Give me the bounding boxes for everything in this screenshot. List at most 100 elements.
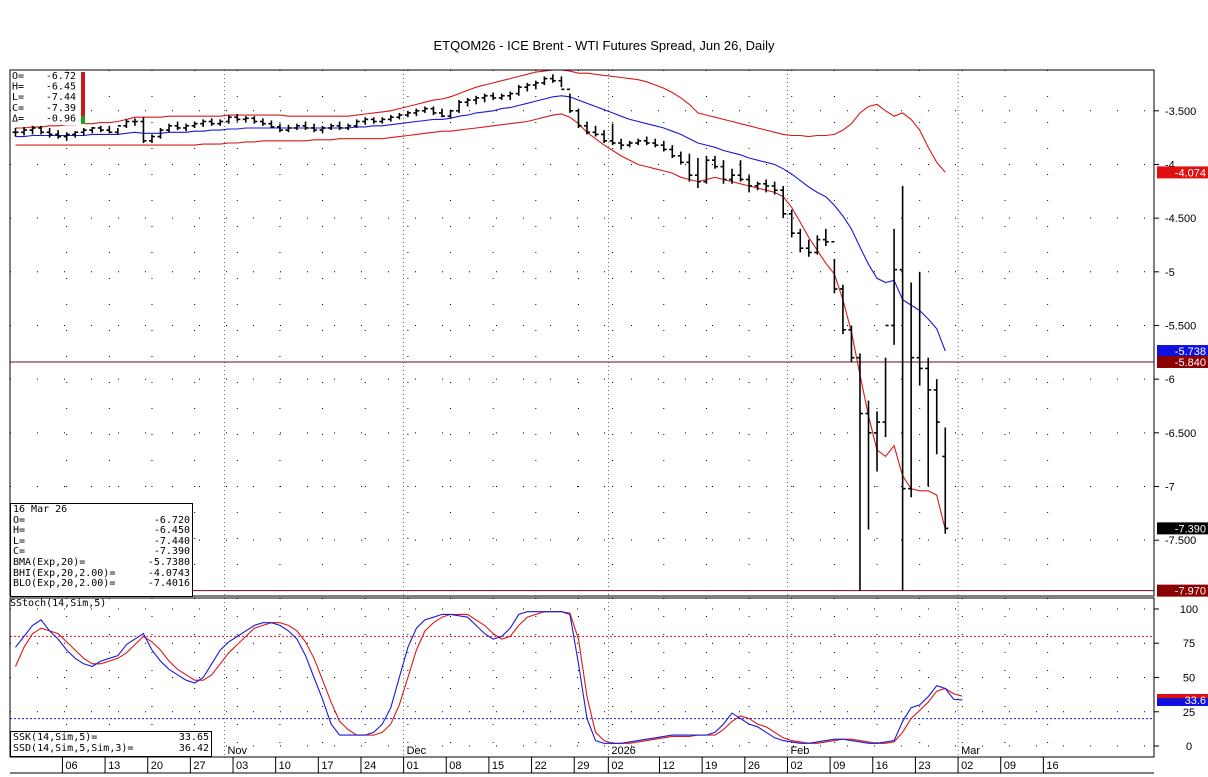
- date-tick-label: 16: [876, 760, 888, 772]
- ohlc-bar: [746, 175, 753, 193]
- ohlc-bar: [302, 121, 309, 131]
- ohlc-bar: [874, 411, 881, 472]
- ohlc-bar: [191, 121, 198, 128]
- date-tick-label: 02: [611, 760, 623, 772]
- ohlc-bar: [259, 118, 266, 126]
- ohlc-bar: [839, 284, 846, 335]
- ohlc-bar: [549, 74, 556, 83]
- stoch-title: SStoch(14,Sim,5): [10, 598, 107, 609]
- price-tick-label: -6: [1165, 374, 1175, 386]
- date-tick-label: 20: [151, 760, 163, 772]
- ohlc-bar: [276, 123, 283, 133]
- price-tick-label: -3.500: [1165, 106, 1196, 118]
- ohlc-bar: [925, 357, 932, 487]
- ohlc-bar: [660, 140, 667, 152]
- ohlc-bar: [285, 124, 292, 133]
- stoch-legend-label: SSD(14,Sim,5,Sim,3)=: [13, 742, 134, 754]
- data-window-date: 16 Mar 26: [13, 504, 68, 515]
- ohlc-bar: [609, 123, 616, 146]
- ohlc-bar: [592, 125, 599, 137]
- price-markers: -4.074 -5.738-5.840 -7.390 -7.970 33.6: [1157, 166, 1208, 707]
- ohlc-bar: [353, 119, 360, 128]
- stoch-marker-label: 33.6: [1185, 695, 1206, 707]
- data-window-value: -7.440: [153, 535, 190, 547]
- ohlc-bar: [532, 80, 539, 90]
- date-tick-label: 02: [961, 760, 973, 772]
- ohlc-summary-label: H=: [12, 82, 24, 93]
- ohlc-bar: [464, 97, 471, 107]
- date-tick-label: 15: [492, 760, 504, 772]
- data-window-row: O= -6.720: [13, 514, 190, 527]
- data-window-value: -5.7380: [147, 556, 190, 568]
- data-window-label: O=: [13, 514, 26, 526]
- ohlc-bar: [933, 379, 940, 455]
- ohlc-bar: [319, 125, 326, 134]
- data-window-value: -7.4016: [147, 578, 190, 590]
- ohlc-bar: [669, 145, 676, 159]
- ohlc-bar: [217, 119, 224, 126]
- ohlc-bar: [311, 123, 318, 133]
- date-tick-label: 01: [407, 760, 419, 772]
- ohlc-bar: [114, 125, 121, 135]
- data-window-value: -4.0743: [147, 567, 190, 579]
- price-marker-box: [1157, 584, 1208, 597]
- ohlc-bar: [404, 110, 411, 118]
- ohlc-bar: [908, 282, 915, 498]
- ohlc-bar: [140, 117, 147, 143]
- price-axis: -3.500 -4 -4.500 -5 -5.500 -6 -6.500 -7 -7.500: [1154, 106, 1196, 547]
- ohlc-summary-value: -7.44: [46, 92, 76, 103]
- month-label: Dec: [407, 745, 427, 757]
- level-lines-layer: [10, 361, 1154, 592]
- date-tick-label: 23: [918, 760, 930, 772]
- ohlc-bar: [524, 82, 531, 92]
- date-tick-label: 22: [535, 760, 547, 772]
- ohlc-bar: [242, 116, 249, 123]
- ohlc-summary-bar: [81, 72, 85, 124]
- ohlc-bar: [780, 185, 787, 219]
- price-marker-label: -5.738: [1175, 346, 1206, 358]
- date-tick-label: 06: [65, 760, 77, 772]
- date-tick-label: 03: [236, 760, 248, 772]
- ohlc-bar: [797, 228, 804, 253]
- month-label: 2026: [611, 745, 635, 757]
- ohlc-bar: [694, 158, 701, 189]
- ohlc-bar: [584, 121, 591, 135]
- price-bars-layer: [12, 74, 949, 591]
- ohlc-bar: [208, 118, 215, 126]
- stoch-tick-label: 25: [1183, 707, 1195, 719]
- ohlc-bar: [148, 134, 155, 143]
- ohlc-bar: [507, 91, 514, 101]
- price-tick-label: -7.500: [1165, 535, 1196, 547]
- ohlc-bar: [575, 108, 582, 128]
- ohlc-bar: [711, 155, 718, 169]
- price-tick-label: -5: [1165, 267, 1175, 279]
- price-marker-box: [1157, 345, 1208, 358]
- ohlc-bar: [566, 88, 573, 113]
- bollinger-lower-line: [15, 113, 946, 530]
- ohlc-bar: [942, 427, 949, 534]
- ohlc-summary-value: -6.45: [46, 82, 76, 93]
- ohlc-bar: [643, 136, 650, 146]
- stoch-axis: 100 75 50 25 0: [1154, 604, 1198, 753]
- ohlc-bar: [123, 119, 130, 128]
- ohlc-bar: [456, 100, 463, 113]
- ohlc-bar: [865, 400, 872, 530]
- ohlc-bar: [234, 114, 241, 122]
- data-window-row: L= -7.440: [13, 535, 190, 548]
- price-marker-box: [1157, 355, 1208, 368]
- ohlc-bar: [916, 271, 923, 386]
- ohlc-bar: [413, 108, 420, 117]
- date-tick-label: 17: [321, 760, 333, 772]
- ohlc-bar: [430, 106, 437, 116]
- data-window: 16 Mar 26 O= -6.720 H= -6.450 L= -7.440 C= -7.39…: [10, 503, 193, 597]
- stochastic-layer: [10, 611, 1154, 744]
- ohlc-summary-value: -7.39: [46, 103, 76, 114]
- data-window-label: BLO(Exp,20,2.00)=: [13, 578, 116, 590]
- ohlc-bar: [106, 125, 113, 134]
- ohlc-bar: [72, 131, 79, 138]
- ohlc-bar: [763, 179, 770, 193]
- ssd-line: [14, 611, 963, 744]
- ohlc-bar: [336, 121, 343, 131]
- date-tick-label: 08: [449, 760, 461, 772]
